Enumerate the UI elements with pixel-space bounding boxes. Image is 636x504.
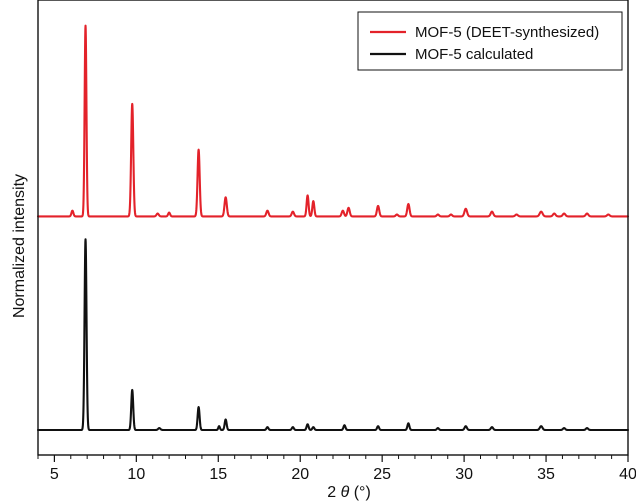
x-axis-label: 2 θ (°) (327, 484, 371, 501)
x-tick-label: 10 (127, 466, 145, 483)
series-line-calculated (36, 238, 630, 432)
legend-box (357, 11, 623, 71)
x-axis-label-prefix: 2 (327, 484, 340, 501)
x-tick-label: 15 (209, 466, 227, 483)
x-tick-label: 40 (619, 466, 636, 483)
x-axis-label-unit: (°) (349, 484, 371, 501)
x-tick-label: 30 (455, 466, 473, 483)
x-tick-label: 25 (373, 466, 391, 483)
legend-label-calculated: MOF-5 calculated (415, 46, 533, 63)
legend: MOF-5 (DEET-synthesized) MOF-5 calculate… (357, 11, 623, 71)
plot-layer (36, 24, 630, 432)
y-axis-label: Normalized intensity (11, 174, 28, 318)
legend-label-deet: MOF-5 (DEET-synthesized) (415, 24, 599, 41)
axes-layer: 5 10 15 20 25 30 35 40 (37, 0, 636, 483)
x-tick-label: 35 (537, 466, 555, 483)
x-axis-label-symbol: θ (341, 484, 350, 501)
series-line-deet-synthesized (36, 24, 630, 218)
x-tick-label: 20 (291, 466, 309, 483)
x-tick-label: 5 (50, 466, 59, 483)
